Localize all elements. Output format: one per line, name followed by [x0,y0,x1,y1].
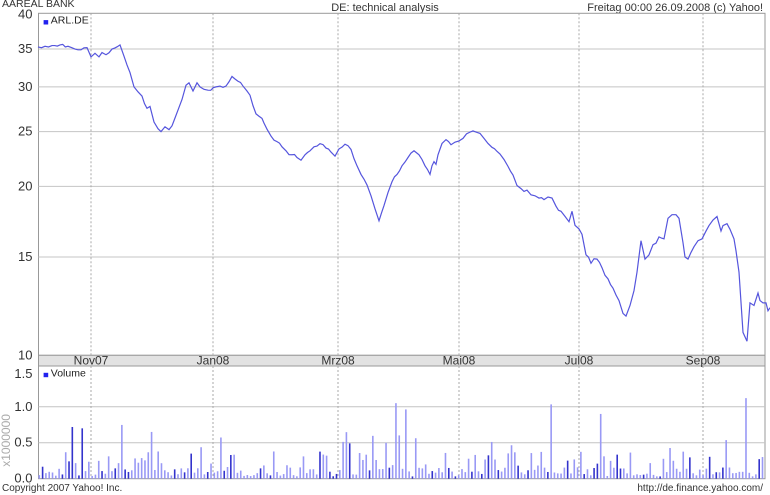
svg-text:25: 25 [18,124,32,139]
svg-text:1.5: 1.5 [14,366,32,381]
svg-text:Jul08: Jul08 [565,354,594,368]
svg-text:x1000000: x1000000 [0,414,13,467]
svg-text:40: 40 [18,6,32,21]
svg-text:0.5: 0.5 [14,435,32,450]
svg-text:Nov07: Nov07 [74,354,109,368]
svg-text:1.0: 1.0 [14,399,32,414]
svg-text:0.0: 0.0 [14,471,32,486]
svg-text:Jan08: Jan08 [197,354,230,368]
svg-text:ARL.DE: ARL.DE [51,15,89,27]
svg-text:15: 15 [18,249,32,264]
svg-text:Sep08: Sep08 [686,354,721,368]
svg-text:Mrz08: Mrz08 [321,354,355,368]
svg-text:Volume: Volume [51,367,86,379]
svg-text:10: 10 [18,347,32,362]
svg-text:20: 20 [18,178,32,193]
svg-text:35: 35 [18,41,32,56]
svg-text:Mai08: Mai08 [443,354,476,368]
svg-text:30: 30 [18,79,32,94]
